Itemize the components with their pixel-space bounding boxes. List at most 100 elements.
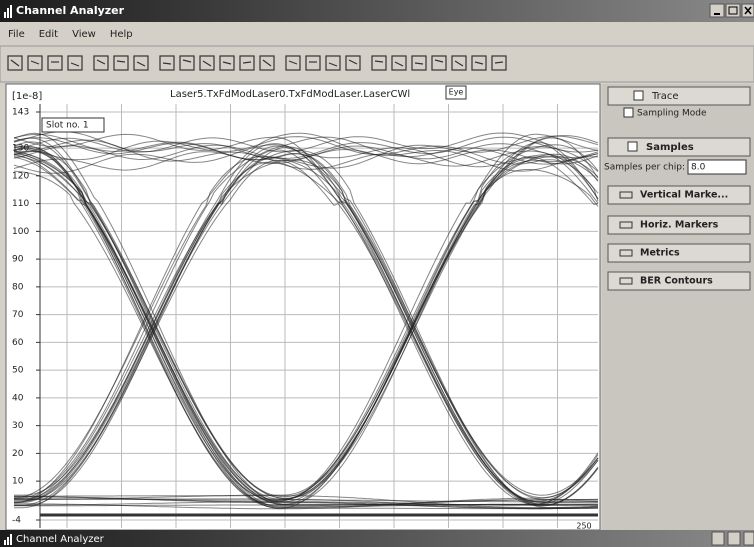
eye-trace <box>14 501 598 506</box>
eye-trace <box>13 133 598 501</box>
y-tick-label: 60 <box>12 338 24 348</box>
menu-bar <box>0 22 754 46</box>
toolbar-icons[interactable] <box>7 55 507 71</box>
panel-button[interactable] <box>607 185 751 205</box>
eye-trace <box>13 147 599 500</box>
slot-label: Slot no. 1 <box>46 121 89 131</box>
menu-item[interactable]: File <box>8 29 25 40</box>
tool-icon[interactable] <box>371 55 387 71</box>
tool-icon[interactable] <box>47 55 63 71</box>
tool-icon[interactable] <box>7 55 23 71</box>
eye-trace <box>13 132 599 194</box>
tool-icon[interactable] <box>345 55 361 71</box>
tool-glyph <box>182 59 192 63</box>
y-tick-label: 50 <box>12 366 24 376</box>
tool-icon[interactable] <box>27 55 43 71</box>
panel-button-icon <box>619 277 633 285</box>
tool-glyph <box>30 60 40 65</box>
panel-buttons: Vertical Marke... Horiz. Markers Metrics BE… <box>607 185 751 291</box>
eye-trace <box>14 149 599 503</box>
window-title: Channel Analyzer <box>16 4 125 17</box>
tool-icon[interactable] <box>159 55 175 71</box>
tool-icon[interactable] <box>133 55 149 71</box>
tool-icon[interactable] <box>471 55 487 71</box>
tool-glyph <box>262 59 272 67</box>
tool-icon[interactable] <box>451 55 467 71</box>
unit-label: [1e-8] <box>12 91 42 102</box>
tool-icon[interactable] <box>219 55 235 71</box>
taskbar-controls[interactable] <box>711 531 754 546</box>
y-tick-label: 100 <box>12 227 29 237</box>
y-tick-label: 120 <box>12 171 29 181</box>
tool-glyph <box>328 62 338 67</box>
panel-button-icon <box>619 191 633 199</box>
sampling-checkbox[interactable] <box>623 107 634 118</box>
eye-trace <box>14 156 599 510</box>
eye-tab[interactable] <box>445 85 467 100</box>
app-icon <box>4 5 12 18</box>
eye-trace <box>14 495 599 509</box>
eye-tab-label: Eye <box>449 88 464 97</box>
taskbar-icon <box>4 534 12 545</box>
tool-icon[interactable] <box>113 55 129 71</box>
tool-icon[interactable] <box>491 55 507 71</box>
menu-item[interactable]: View <box>72 29 96 40</box>
window-controls[interactable] <box>709 3 754 18</box>
tool-icon[interactable] <box>305 55 321 71</box>
tool-glyph <box>96 59 106 65</box>
tool-icon[interactable] <box>179 55 195 71</box>
eye-trace <box>14 160 599 507</box>
eye-trace <box>13 136 599 202</box>
eye-trace <box>14 136 599 499</box>
tool-icon[interactable] <box>431 55 447 71</box>
panel-button[interactable] <box>607 243 751 263</box>
tool-icon[interactable] <box>239 55 255 71</box>
panel-button-icon <box>619 221 633 229</box>
sampling-mode-label: Sampling Mode <box>637 109 707 119</box>
eye-trace <box>14 150 599 503</box>
tool-icon[interactable] <box>67 55 83 71</box>
panel-button-label: Horiz. Markers <box>640 220 719 231</box>
panel-button[interactable] <box>607 271 751 291</box>
tool-glyph <box>288 60 298 65</box>
tool-icon[interactable] <box>199 55 215 71</box>
plot-title: Laser5.TxFdModLaser0.TxFdModLaser.LaserC… <box>170 89 410 100</box>
tool-glyph <box>348 59 358 65</box>
menu: File Edit View Help <box>8 29 133 40</box>
y-tick-label: 80 <box>12 282 24 292</box>
panel-button-icon <box>619 249 633 257</box>
side-panel <box>602 84 754 530</box>
tool-icon[interactable] <box>411 55 427 71</box>
title-bar <box>0 0 754 22</box>
tool-icon[interactable] <box>391 55 407 71</box>
y-tick-label: 70 <box>12 310 24 320</box>
tool-glyph <box>10 59 20 67</box>
samples-per-chip-input[interactable] <box>687 159 747 175</box>
y-tick-label: 40 <box>12 393 24 403</box>
tool-icon[interactable] <box>285 55 301 71</box>
tool-icon[interactable] <box>259 55 275 71</box>
trace-button[interactable] <box>607 86 751 106</box>
y-tick-label: 10 <box>12 477 24 487</box>
samples-label: Samples <box>646 142 694 153</box>
eye-traces <box>13 131 599 517</box>
tool-icon[interactable] <box>325 55 341 71</box>
eye-trace <box>13 136 599 499</box>
samples-button[interactable] <box>607 137 751 157</box>
trace-label: Trace <box>651 91 679 102</box>
panel-button[interactable] <box>607 215 751 235</box>
menu-item[interactable]: Help <box>110 29 133 40</box>
eye-trace <box>14 149 599 509</box>
x-end-label: 250 <box>576 522 591 531</box>
taskbar-title: Channel Analyzer <box>16 534 105 545</box>
eye-trace <box>13 133 599 503</box>
tool-glyph <box>394 61 404 67</box>
eye-trace <box>14 155 599 500</box>
tool-glyph <box>116 60 126 63</box>
menu-item[interactable]: Edit <box>39 29 58 40</box>
panel-button-label: Metrics <box>640 248 680 259</box>
tool-glyph <box>136 61 146 67</box>
tool-icon[interactable] <box>93 55 109 71</box>
tool-glyph <box>70 62 80 67</box>
